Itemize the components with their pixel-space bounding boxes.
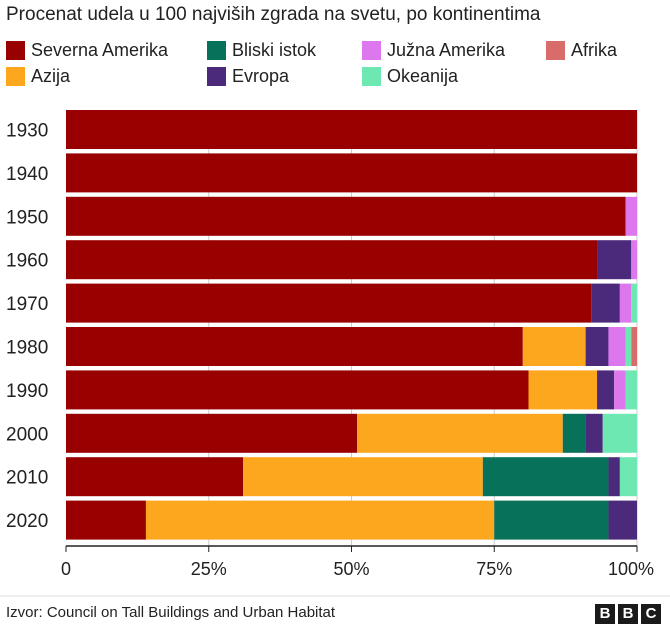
bar-segment-1970-ju-na-amerika [619, 283, 632, 323]
source-note: Izvor: Council on Tall Buildings and Urb… [6, 604, 336, 621]
legend-label: Azija [31, 66, 71, 86]
bar-segment-2020-evropa [608, 500, 637, 540]
legend-label: Evropa [232, 66, 290, 86]
category-label-1940: 1940 [6, 164, 48, 185]
category-label-1960: 1960 [6, 251, 48, 272]
category-label-1990: 1990 [6, 381, 48, 402]
legend-swatch [362, 41, 381, 60]
bar-segment-2010-okeanija [619, 457, 637, 497]
legend-item-juzna-amerika: Južna Amerika [362, 40, 505, 61]
legend-item-severna-amerika: Severna Amerika [6, 40, 168, 61]
legend-swatch [362, 67, 381, 86]
x-tick-label: 25% [191, 559, 227, 579]
bar-segment-1970-okeanija [631, 283, 637, 323]
bar-segment-2000-severna-amerika [66, 413, 358, 453]
legend-label: Južna Amerika [387, 40, 506, 60]
bar-segment-2000-bliski-istok [562, 413, 586, 453]
bar-segment-1960-evropa [597, 240, 632, 280]
legend-swatch [546, 41, 565, 60]
legend: Severna Amerika Bliski istok Južna Ameri… [0, 0, 670, 100]
x-tick-label: 100% [608, 559, 654, 579]
bbc-logo-letter: C [641, 604, 661, 624]
bar-segment-1990-azija [528, 370, 598, 410]
bar-segment-2010-severna-amerika [66, 457, 244, 497]
legend-swatch [207, 41, 226, 60]
bar-segment-1960-ju-na-amerika [631, 240, 637, 280]
legend-label: Bliski istok [232, 40, 317, 60]
bar-segment-1990-ju-na-amerika [614, 370, 626, 410]
bar-segment-2000-azija [357, 413, 563, 453]
bar-segment-1990-severna-amerika [66, 370, 529, 410]
bar-segment-1940-severna-amerika [66, 153, 637, 193]
bar-segment-1980-okeanija [625, 327, 632, 366]
category-label-2010: 2010 [6, 468, 48, 489]
x-tick-label: 50% [333, 559, 369, 579]
legend-item-afrika: Afrika [546, 40, 617, 61]
bar-segment-2000-evropa [585, 413, 603, 453]
legend-label: Severna Amerika [31, 40, 169, 60]
bar-segment-1930-severna-amerika [66, 110, 637, 149]
category-label-2000: 2000 [6, 424, 48, 445]
legend-item-evropa: Evropa [207, 66, 289, 87]
bar-segment-1970-severna-amerika [66, 283, 592, 323]
bar-segment-1990-okeanija [625, 370, 637, 410]
bar-segment-2010-bliski-istok [482, 457, 609, 497]
bar-segment-2010-azija [243, 457, 483, 497]
category-label-2020: 2020 [6, 511, 48, 532]
bar-segment-1960-severna-amerika [66, 240, 598, 280]
bar-segment-2020-azija [145, 500, 495, 540]
legend-item-okeanija: Okeanija [362, 66, 458, 87]
legend-swatch [6, 41, 25, 60]
bar-segment-2010-evropa [608, 457, 620, 497]
bar-segment-1950-ju-na-amerika [625, 196, 637, 236]
bbc-logo-letter: B [618, 604, 638, 624]
bar-segment-1980-ju-na-amerika [608, 327, 626, 366]
category-label-1980: 1980 [6, 338, 48, 359]
bar-segment-2020-bliski-istok [494, 500, 609, 540]
bar-segment-2000-okeanija [602, 413, 637, 453]
stacked-bar-chart: 1930 1940 1950 1960 1970 1980 1990 2000 2010 2020… [0, 110, 670, 597]
bbc-logo-letter: B [595, 604, 615, 624]
bar-segment-1980-evropa [585, 327, 609, 366]
category-label-1970: 1970 [6, 294, 48, 315]
bar-segment-1980-severna-amerika [66, 327, 523, 366]
legend-label: Okeanija [387, 66, 459, 86]
legend-label: Afrika [571, 40, 618, 60]
category-label-1950: 1950 [6, 207, 48, 228]
bar-segment-1980-azija [522, 327, 586, 366]
bbc-logo: B B C [595, 604, 661, 624]
category-label-1930: 1930 [6, 121, 48, 142]
bar-segment-1990-evropa [597, 370, 615, 410]
bar-segment-1950-severna-amerika [66, 196, 626, 236]
legend-item-bliski-istok: Bliski istok [207, 40, 316, 61]
legend-swatch [207, 67, 226, 86]
bar-segment-2020-severna-amerika [66, 500, 146, 540]
x-tick-label: 75% [476, 559, 512, 579]
legend-item-azija: Azija [6, 66, 70, 87]
x-tick-label: 0 [61, 559, 71, 579]
bar-segment-1980-afrika [631, 327, 637, 366]
legend-swatch [6, 67, 25, 86]
chart-title: Procenat udela u 100 najviših zgrada na … [6, 4, 541, 25]
bar-segment-1970-evropa [591, 283, 620, 323]
